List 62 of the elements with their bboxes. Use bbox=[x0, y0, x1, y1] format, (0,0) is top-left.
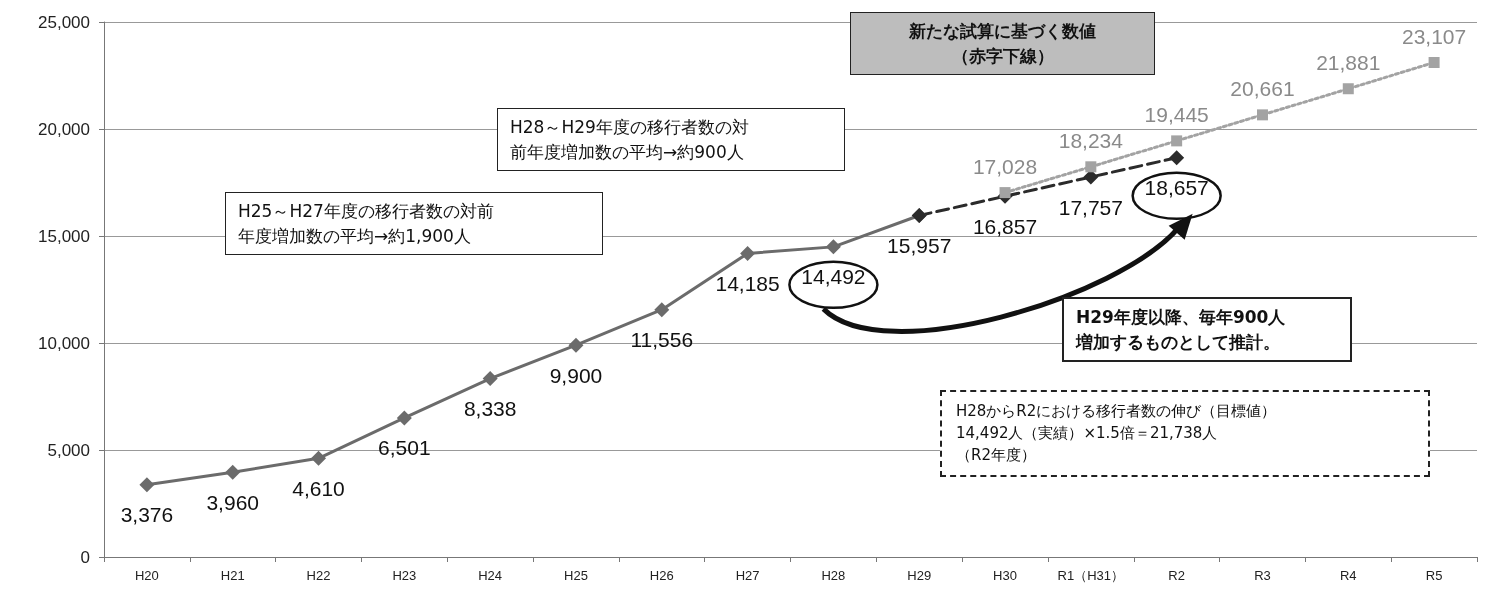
point bbox=[999, 187, 1011, 199]
data-label: 23,107 bbox=[1401, 25, 1467, 49]
x-tick-label: H23 bbox=[392, 568, 417, 583]
point bbox=[225, 464, 241, 480]
data-label: 3,960 bbox=[206, 490, 259, 514]
data-label: 18,657 bbox=[1144, 176, 1209, 200]
x-tick-label: H27 bbox=[735, 568, 760, 583]
point bbox=[654, 302, 670, 318]
data-label: 20,661 bbox=[1230, 77, 1295, 101]
x-tick-label: H26 bbox=[649, 568, 674, 583]
data-label: 14,185 bbox=[715, 271, 780, 295]
x-tick-label: R1（H31） bbox=[1057, 568, 1125, 583]
data-label: 9,900 bbox=[549, 363, 603, 387]
data-label: 14,492 bbox=[801, 265, 866, 289]
y-tick-label: 25,000 bbox=[38, 12, 90, 32]
text-box: 新たな試算に基づく数値（赤字下線） bbox=[850, 12, 1155, 76]
y-tick-label: 10,000 bbox=[38, 333, 90, 353]
text-box: H28～H29年度の移行者数の対前年度増加数の平均→約900人 bbox=[497, 108, 845, 172]
point bbox=[311, 450, 327, 466]
data-label: 15,957 bbox=[887, 234, 952, 258]
point bbox=[740, 245, 756, 261]
point bbox=[568, 337, 584, 353]
data-label: 18,234 bbox=[1058, 129, 1124, 153]
y-tick-label: 5,000 bbox=[47, 440, 90, 460]
x-tick-label: H30 bbox=[993, 568, 1017, 583]
x-tick-label: H29 bbox=[907, 568, 932, 583]
x-tick-label: H20 bbox=[134, 568, 159, 583]
point bbox=[1171, 135, 1183, 147]
data-label: 16,857 bbox=[972, 214, 1038, 238]
point bbox=[1169, 150, 1185, 166]
data-label: 11,556 bbox=[630, 328, 694, 352]
point bbox=[396, 410, 412, 426]
point bbox=[139, 477, 155, 493]
x-tick-label: H21 bbox=[220, 568, 245, 583]
data-label: 4,610 bbox=[292, 476, 345, 500]
data-label: 8,338 bbox=[463, 397, 517, 421]
data-label: 17,028 bbox=[972, 155, 1038, 179]
y-tick-label: 0 bbox=[80, 547, 90, 567]
point bbox=[1342, 83, 1354, 95]
x-tick-label: H25 bbox=[564, 568, 588, 583]
data-label: 21,881 bbox=[1316, 51, 1381, 75]
x-tick-label: R5 bbox=[1425, 568, 1443, 583]
x-tick-label: H24 bbox=[478, 568, 503, 583]
x-tick-label: H22 bbox=[306, 568, 331, 583]
x-tick-label: H28 bbox=[821, 568, 846, 583]
data-label: 17,757 bbox=[1058, 195, 1123, 219]
y-tick-label: 20,000 bbox=[38, 119, 90, 139]
data-label: 19,445 bbox=[1144, 103, 1209, 127]
x-tick-label: R2 bbox=[1168, 568, 1185, 583]
point bbox=[825, 239, 841, 255]
x-tick-label: R4 bbox=[1339, 568, 1357, 583]
x-tick-label: R3 bbox=[1254, 568, 1271, 583]
point bbox=[1085, 161, 1097, 173]
data-label: 6,501 bbox=[378, 436, 431, 460]
point bbox=[1256, 109, 1268, 121]
y-tick-label: 15,000 bbox=[38, 226, 90, 246]
text-box: H28からR2における移行者数の伸び（目標値） 14,492人（実績）×1.5倍＝21,738人（R2年度） bbox=[940, 390, 1430, 478]
text-box: H25～H27年度の移行者数の対前年度増加数の平均→約1,900人 bbox=[225, 192, 603, 256]
point bbox=[1428, 57, 1440, 69]
data-label: 3,376 bbox=[120, 503, 174, 527]
text-box: H29年度以降、毎年900人増加するものとして推計。 bbox=[1062, 297, 1352, 363]
point bbox=[482, 371, 498, 387]
